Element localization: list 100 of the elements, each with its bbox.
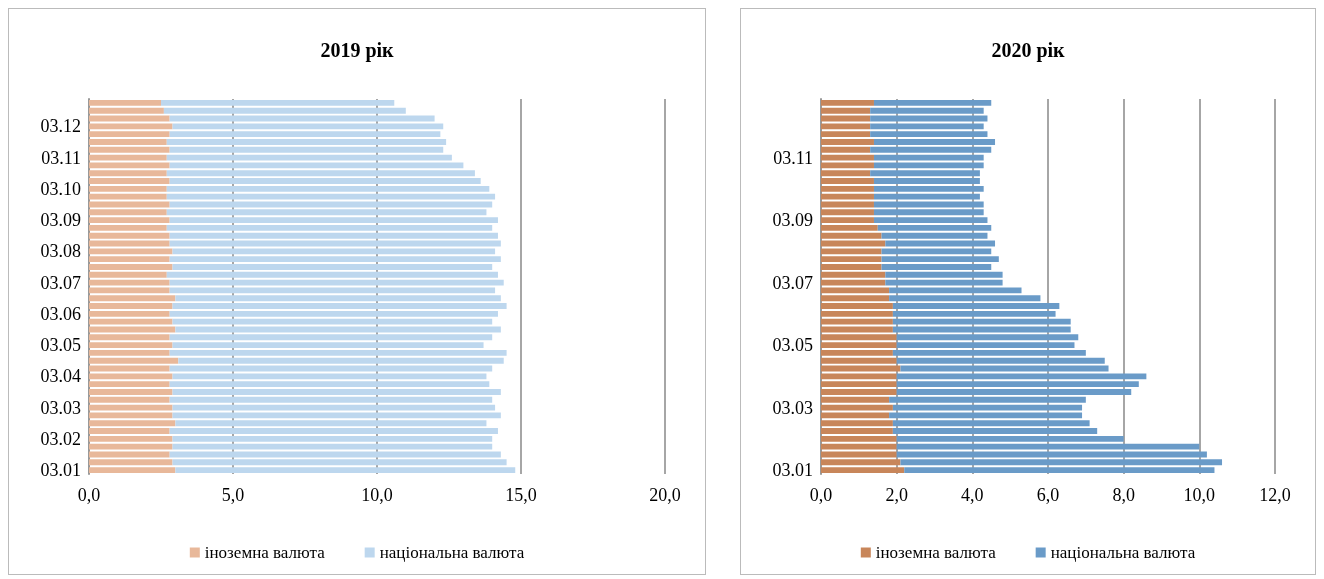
bar [821,318,893,325]
y-tick-label: 03.01 [40,460,81,481]
bar [873,209,984,216]
y-tick-label: 03.09 [772,210,813,231]
bar [89,99,161,106]
bar [172,389,501,395]
bar [89,342,173,349]
bar [172,123,444,130]
bar [821,224,878,231]
bar [89,459,173,466]
bar [870,123,984,130]
bar [892,310,1056,317]
bar [873,139,996,145]
bar [89,357,179,364]
bar [892,318,1071,325]
bar [821,310,893,317]
bar [89,318,173,325]
y-tick-label: 03.02 [40,428,81,449]
bar [896,381,1139,388]
bar [821,373,897,380]
bar [89,185,167,192]
bar [881,232,988,239]
bar [169,334,493,341]
bar [877,224,992,231]
bar [169,146,444,153]
y-tick-label: 03.11 [773,147,813,168]
bar [169,178,481,184]
bar [169,428,498,434]
y-tick-label: 03.05 [40,335,81,356]
bar [89,443,173,450]
bar [892,428,1098,434]
bar [821,264,882,270]
bar [885,271,1003,278]
bar [89,139,167,145]
bar [896,373,1147,380]
bar [89,107,164,114]
bar [169,217,498,224]
bar [89,217,170,224]
bar [870,131,988,138]
bar [904,467,1215,474]
x-tick-label: 4,0 [961,485,984,505]
bar [821,389,897,395]
bar [89,256,170,263]
bar [821,295,890,302]
y-tick-label: 03.03 [40,397,81,418]
y-tick-label: 03.07 [772,272,813,293]
bar [889,295,1041,302]
y-tick-label: 03.03 [772,397,813,418]
bar [821,381,897,388]
bar [166,271,498,278]
bar [89,271,167,278]
bar [821,146,871,153]
bar [821,123,871,130]
y-tick-label: 03.05 [772,335,813,356]
bar [821,99,874,106]
bar [821,443,897,450]
bar [821,271,886,278]
bar [821,193,874,200]
legend-label: іноземна валюта [204,543,326,562]
bar [89,232,170,239]
bar [89,303,173,309]
bar [172,435,493,442]
bar [821,459,901,466]
bar [821,170,871,177]
bar [881,248,992,255]
bar [892,303,1060,309]
bar [172,459,507,466]
y-tick-label: 03.08 [40,241,81,262]
bar [821,303,893,309]
bar [169,310,498,317]
bar [169,349,507,356]
bar [821,248,882,255]
bar [821,209,874,216]
y-tick-label: 03.11 [41,147,81,168]
bar [896,389,1132,395]
bar [89,373,173,380]
bar [821,435,897,442]
bar [89,193,167,200]
bar [166,193,496,200]
bar [881,256,999,263]
bar [169,396,493,403]
bar [821,334,897,341]
x-tick-label: 12,0 [1259,485,1291,505]
x-tick-label: 0,0 [77,485,101,505]
bar [821,232,882,239]
bar [166,209,487,216]
x-tick-label: 6,0 [1036,485,1060,505]
x-tick-label: 20,0 [649,485,681,505]
bar [89,248,173,255]
legend-label: національна валюта [1050,543,1196,562]
bar [873,193,980,200]
bar [89,178,170,184]
bar [821,139,874,145]
bar [870,146,992,153]
bar [172,248,496,255]
bar [821,357,897,364]
bar [821,178,874,184]
bar [169,256,501,263]
x-tick-label: 15,0 [505,485,537,505]
y-tick-label: 03.07 [40,272,81,293]
